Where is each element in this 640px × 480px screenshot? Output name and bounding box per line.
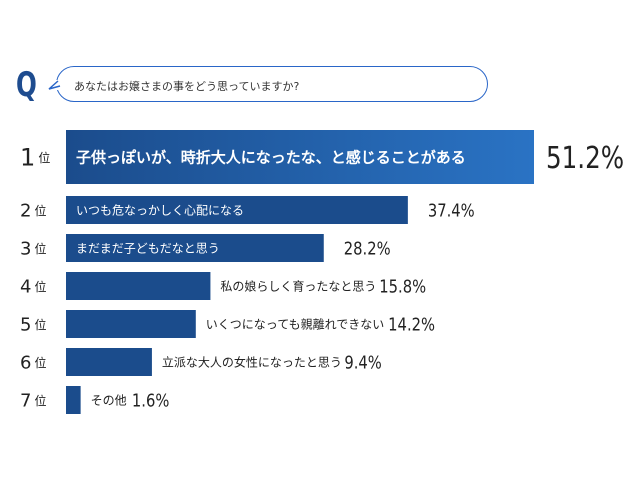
bar-label: まだまだ子どもだなと思う <box>76 242 220 256</box>
bar-label: 私の娘らしく育ったなと思う <box>220 279 376 294</box>
value-label: 28.2% <box>344 238 391 259</box>
value-label: 37.4% <box>428 200 475 221</box>
question-marker: Q <box>16 65 37 105</box>
bar-label: いつも危なっかしく心配になる <box>76 204 244 218</box>
rank-number: 2 <box>20 200 31 221</box>
rank-number: 7 <box>20 390 31 411</box>
rank-suffix: 位 <box>35 393 47 408</box>
rank-number: 6 <box>20 352 31 373</box>
rank-number: 1 <box>20 144 35 172</box>
rank-number: 3 <box>20 238 31 259</box>
bar-label: いくつになっても親離れできない <box>206 318 384 332</box>
bar <box>66 272 211 300</box>
rank-number: 5 <box>20 314 31 335</box>
rank-suffix: 位 <box>35 203 47 218</box>
rank-suffix: 位 <box>38 150 50 165</box>
rank-suffix: 位 <box>35 317 47 332</box>
value-label: 14.2% <box>388 314 435 335</box>
value-label: 1.6% <box>132 390 169 411</box>
bar <box>66 130 534 184</box>
rank-suffix: 位 <box>35 355 47 370</box>
question-text: あなたはお嬢さまの事をどう思っていますか? <box>74 80 300 93</box>
value-label: 9.4% <box>344 352 381 373</box>
bar <box>66 196 408 224</box>
bar-label: その他 <box>91 394 127 408</box>
bar <box>66 234 324 262</box>
bubble-tail <box>48 80 62 90</box>
rank-number: 4 <box>20 276 31 297</box>
value-label: 51.2% <box>546 142 624 176</box>
rank-suffix: 位 <box>35 241 47 256</box>
bar-label: 子供っぽいが、時折大人になったな、と感じることがある <box>76 149 466 167</box>
bar-label: 立派な大人の女性になったと思う <box>162 355 342 370</box>
value-label: 15.8% <box>379 276 426 297</box>
rank-suffix: 位 <box>35 279 47 294</box>
bar <box>66 348 152 376</box>
bar <box>66 386 81 414</box>
bar <box>66 310 196 338</box>
